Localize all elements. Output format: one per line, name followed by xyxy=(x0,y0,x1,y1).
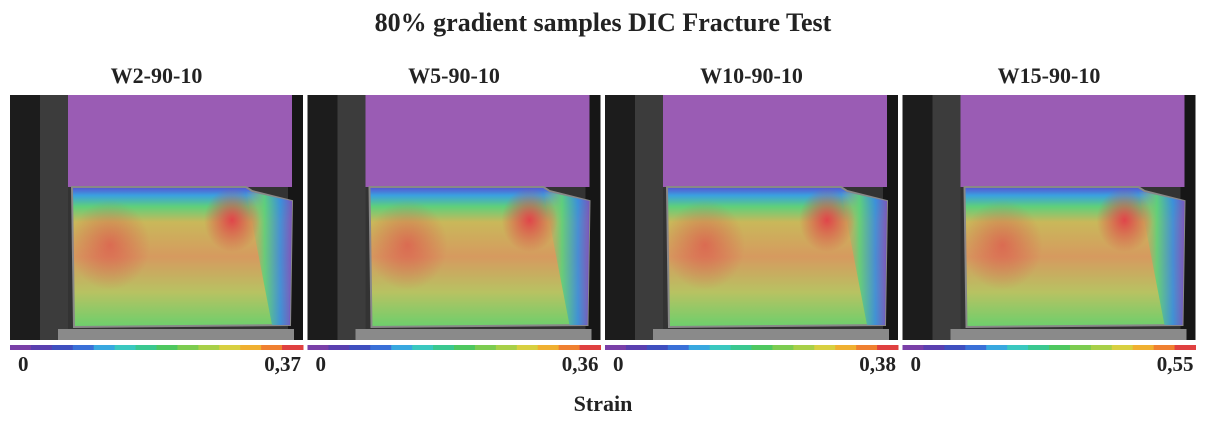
hot-zone xyxy=(665,200,745,290)
colorbar-segment xyxy=(730,345,752,350)
colorbar-segment xyxy=(1153,345,1176,350)
colorbar-segment xyxy=(495,345,518,350)
dic-image xyxy=(605,95,898,340)
panel-title: W10-90-10 xyxy=(700,63,803,88)
colorbar-segment xyxy=(474,345,497,350)
colorbar-segment xyxy=(1174,345,1196,350)
dic-image xyxy=(902,95,1196,340)
colorbar-segment xyxy=(1132,345,1155,350)
colorbar-segment xyxy=(877,345,899,350)
colorbar-segment xyxy=(751,345,773,350)
panel-title: W5-90-10 xyxy=(408,63,500,88)
colorbar-segment xyxy=(709,345,732,350)
colorbar-segment xyxy=(537,345,560,350)
colorbar-segment xyxy=(558,345,581,350)
colorbar-segment xyxy=(391,345,413,350)
colorbar-segment xyxy=(370,345,392,350)
colorbar-segment xyxy=(965,345,987,350)
dic-image xyxy=(307,95,601,340)
hot-zone xyxy=(70,200,150,290)
grip-dark xyxy=(635,95,663,340)
figure-title: 80% gradient samples DIC Fracture Test xyxy=(375,8,832,37)
upper-grip xyxy=(663,95,887,187)
grip-dark xyxy=(337,95,366,340)
lower-grip xyxy=(653,329,889,340)
grip-dark xyxy=(40,95,68,340)
colorbar-segment xyxy=(772,345,794,350)
scale-min: 0 xyxy=(911,352,922,376)
upper-grip xyxy=(960,95,1185,187)
hot-zone xyxy=(367,200,448,290)
fixture-left xyxy=(307,95,338,340)
colorbar-segment xyxy=(198,345,220,350)
colorbar-segment xyxy=(51,345,74,350)
colorbar-segment xyxy=(433,345,455,350)
scale-max: 0,55 xyxy=(1157,352,1194,376)
colorbar-segment xyxy=(240,345,262,350)
upper-grip xyxy=(68,95,292,187)
panel-title: W15-90-10 xyxy=(998,63,1101,88)
colorbar-segment xyxy=(835,345,857,350)
scale-label: Strain xyxy=(574,391,633,416)
colorbar-segment xyxy=(72,345,95,350)
colorbar-segment xyxy=(1049,345,1071,350)
colorbar-segment xyxy=(1069,345,1092,350)
colorbar-segment xyxy=(177,345,199,350)
colorbar-segment xyxy=(307,345,329,350)
grip-dark xyxy=(932,95,961,340)
fixture-left xyxy=(605,95,635,340)
colorbar-segment xyxy=(625,345,648,350)
colorbar-segment xyxy=(1028,345,1050,350)
scale-min: 0 xyxy=(613,352,624,376)
scale-min: 0 xyxy=(18,352,29,376)
fixture-left xyxy=(10,95,40,340)
hot-zone xyxy=(799,188,855,252)
colorbar-segment xyxy=(923,345,945,350)
colorbar-segment xyxy=(114,345,137,350)
colorbar-segment xyxy=(793,345,815,350)
panel-title: W2-90-10 xyxy=(111,63,203,88)
colorbar-segment xyxy=(412,345,434,350)
colorbar-segment xyxy=(219,345,241,350)
colorbar-segment xyxy=(93,345,116,350)
hot-zone xyxy=(962,200,1043,290)
hot-zone xyxy=(1096,188,1153,252)
dic-image xyxy=(10,95,303,340)
colorbar-segment xyxy=(579,345,601,350)
colorbar-segment xyxy=(986,345,1008,350)
colorbar-segment xyxy=(856,345,878,350)
colorbar-segment xyxy=(667,345,690,350)
colorbar-segment xyxy=(454,345,476,350)
colorbar-segment xyxy=(1007,345,1029,350)
fixture-left xyxy=(902,95,933,340)
colorbar-segment xyxy=(516,345,539,350)
colorbar-segment xyxy=(605,345,627,350)
colorbar-segment xyxy=(328,345,350,350)
hot-zone xyxy=(501,188,558,252)
lower-grip xyxy=(355,329,592,340)
scale-min: 0 xyxy=(316,352,327,376)
colorbar-segment xyxy=(646,345,669,350)
colorbar-segment xyxy=(135,345,157,350)
colorbar-segment xyxy=(902,345,924,350)
colorbar-segment xyxy=(156,345,178,350)
colorbar-segment xyxy=(688,345,711,350)
scale-max: 0,36 xyxy=(562,352,599,376)
colorbar-segment xyxy=(261,345,283,350)
colorbar-segment xyxy=(944,345,966,350)
colorbar-segment xyxy=(30,345,53,350)
hot-zone xyxy=(204,188,260,252)
colorbar-segment xyxy=(349,345,371,350)
colorbar-segment xyxy=(814,345,836,350)
upper-grip xyxy=(365,95,590,187)
lower-grip xyxy=(58,329,294,340)
colorbar-segment xyxy=(282,345,304,350)
colorbar-segment xyxy=(1090,345,1113,350)
scale-max: 0,37 xyxy=(264,352,301,376)
colorbar-segment xyxy=(1111,345,1134,350)
colorbar-segment xyxy=(10,345,32,350)
lower-grip xyxy=(950,329,1187,340)
scale-max: 0,38 xyxy=(859,352,896,376)
